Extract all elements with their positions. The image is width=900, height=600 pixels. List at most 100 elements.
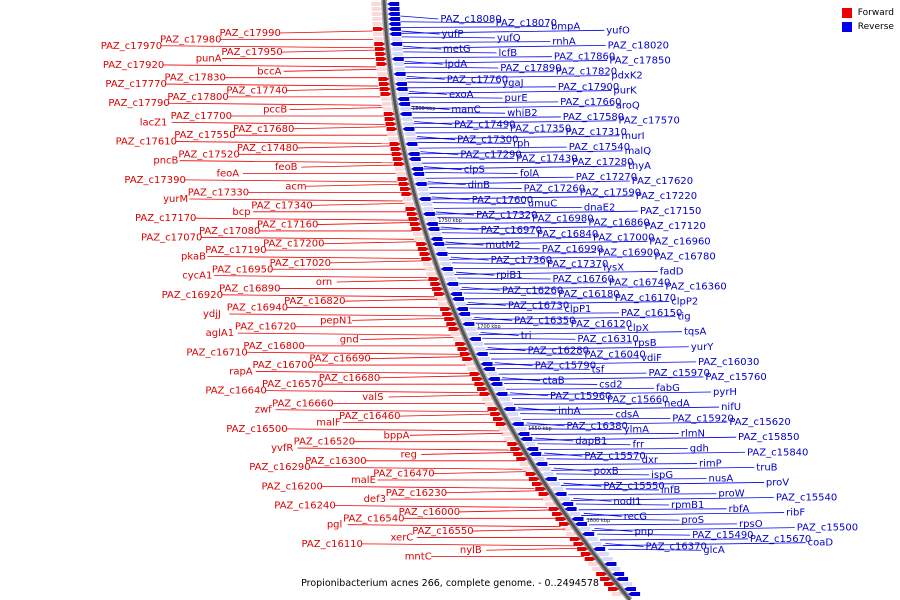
gene-feature-forward [459,352,471,356]
gene-label-forward: PAZ_c17770 [105,79,166,90]
gene-label-forward: PAZ_c16890 [219,283,280,294]
gene-feature-reverse [416,187,429,191]
gene-label-reverse: PAZ_c15840 [747,447,808,458]
leader-line-reverse [565,488,659,491]
leader-line-forward [289,107,383,111]
gene-feature-forward [378,82,390,86]
gene-label-reverse: whiB2 [507,108,538,119]
gene-feature-reverse [628,592,641,596]
gene-label-reverse: yufP [442,29,464,40]
leader-line-forward [306,183,400,187]
gene-feature-reverse [532,457,545,461]
gene-feature-reverse [475,352,488,356]
gene-label-forward: malE [351,475,376,486]
gene-label-forward: PAZ_c16800 [243,341,304,352]
leader-line-reverse [412,116,561,119]
leader-line-reverse [599,538,748,541]
gene-label-reverse: pnp [634,526,653,537]
leader-line-reverse [403,45,442,50]
gene-label-reverse: PAZ_c17760 [447,74,508,85]
leader-line-reverse [406,75,445,80]
gene-feature-reverse [575,522,588,526]
leader-line-forward [279,30,373,34]
scale-label-layer: 1800 kbp 1750 kbp 1700 kbp 1650 kbp 1600 kbp [412,106,610,524]
leader-line-reverse [553,467,592,472]
gene-feature-reverse [446,282,459,286]
leader-line-reverse [494,362,533,367]
gene-feature-forward [390,147,402,151]
gene-feature-reverse [544,477,557,481]
leader-line-reverse [528,428,622,431]
gene-feature-reverse [589,542,602,546]
gene-label-reverse: metG [443,44,471,55]
gene-feature-reverse [397,97,410,101]
gene-label-reverse: PAZ_c16370 [645,541,706,552]
leader-line-reverse [421,157,515,159]
gene-label-reverse: PAZ_c18080 [440,14,501,25]
gene-feature-reverse [412,172,425,176]
gene-label-forward: PAZ_c17070 [141,232,202,243]
gene-label-reverse: PAZ_c16040 [584,349,645,360]
gene-feature-reverse [600,557,613,561]
gene-label-forward: PAZ_c17190 [205,245,266,256]
leader-line-reverse [537,443,631,446]
gene-label-reverse: PAZ_c17590 [580,187,641,198]
gene-feature-reverse [523,442,536,446]
gene-label-reverse: PAZ_c16030 [698,357,759,368]
gene-feature-reverse [430,237,443,241]
leader-line-reverse [487,347,526,351]
gene-label-reverse: PAZ_c18070 [496,18,557,29]
gene-feature-forward [562,527,574,531]
gene-feature-forward [525,472,537,476]
gene-label-forward: PAZ_c16920 [162,290,223,301]
gene-feature-reverse [608,567,621,571]
leader-line-reverse [448,252,597,254]
gene-feature-forward [387,132,399,136]
gene-feature-forward [382,107,394,111]
gene-feature-forward [426,272,438,276]
leader-line-reverse [474,317,513,321]
gene-feature-forward [422,262,434,266]
leader-line-reverse [594,527,633,532]
leader-line-reverse [429,191,578,194]
gene-feature-forward [386,127,398,131]
gene-feature-forward [440,307,452,311]
gene-feature-forward [462,357,474,361]
leader-line-reverse [446,247,540,250]
leader-line-forward [472,528,566,532]
gene-feature-forward [442,312,454,316]
gene-label-reverse: PAZ_c17820 [556,67,617,78]
scale-label: 1750 kbp [438,218,462,224]
leader-line-reverse [482,337,576,340]
leader-line-reverse [418,146,567,149]
gene-label-forward: ydjJ [203,309,221,320]
leader-line-reverse [436,211,475,216]
leader-line-reverse [589,523,738,526]
gene-feature-reverse [414,182,427,186]
gene-feature-forward [424,267,436,271]
gene-label-reverse: lcfB [498,48,517,59]
gene-feature-forward [608,587,620,591]
gene-label-reverse: PAZ_c16780 [654,251,715,262]
leader-line-forward [409,432,503,436]
gene-label-reverse: PAZ_c17900 [558,82,619,93]
gene-label-reverse: rpsO [739,519,763,530]
gene-feature-reverse [612,572,625,576]
gene-label-reverse: malQ [625,146,652,157]
gene-label-forward: PAZ_c16470 [373,469,434,480]
leader-line-forward [369,356,463,360]
gene-feature-reverse [456,307,469,311]
gene-feature-forward [516,457,528,461]
gene-label-forward: nylB [460,545,482,556]
leader-line-reverse [484,342,633,345]
leader-line-forward [361,543,575,547]
gene-feature-forward [391,152,403,156]
leader-line-forward [160,45,374,49]
gene-label-reverse: PAZ_c17850 [609,55,670,66]
genome-backbone [382,0,632,600]
leader-line-reverse [502,377,541,382]
gene-feature-reverse [402,127,415,131]
gene-feature-reverse [394,77,407,81]
gene-label-reverse: PAZ_c15850 [738,432,799,443]
gene-label-reverse: PAZ_c15960 [550,391,611,402]
